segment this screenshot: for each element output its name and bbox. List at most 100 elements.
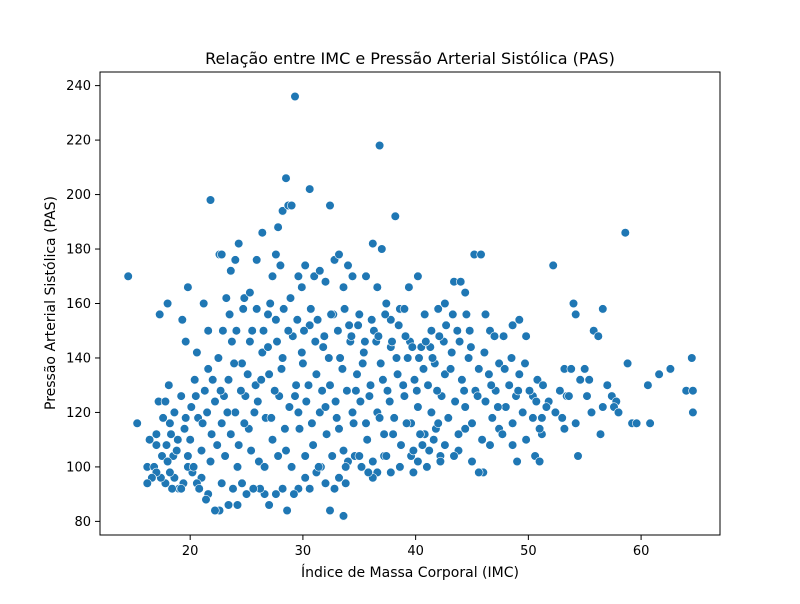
data-point <box>381 298 391 309</box>
data-point <box>353 320 363 330</box>
data-point <box>257 228 267 238</box>
data-point <box>173 435 183 445</box>
data-point <box>282 505 292 516</box>
data-point <box>151 440 161 450</box>
data-point <box>550 407 561 418</box>
data-point <box>176 391 186 401</box>
data-point <box>331 396 341 407</box>
data-point <box>443 413 453 423</box>
data-point <box>382 386 393 396</box>
data-point <box>494 358 504 369</box>
data-point <box>575 375 585 385</box>
data-point <box>123 271 133 281</box>
data-point <box>422 462 432 472</box>
data-point <box>499 331 509 341</box>
data-point <box>377 244 387 254</box>
data-point <box>531 396 541 407</box>
data-point <box>333 326 343 336</box>
data-point <box>408 467 419 478</box>
data-point <box>196 446 207 456</box>
data-point <box>167 484 177 494</box>
data-point <box>379 429 389 439</box>
data-point <box>163 456 173 467</box>
data-point <box>305 320 315 330</box>
data-point <box>271 249 281 260</box>
data-point <box>300 451 310 461</box>
data-point <box>507 418 518 428</box>
data-point <box>342 386 352 396</box>
data-point <box>564 391 574 401</box>
y-tick-label: 160 <box>66 297 91 312</box>
data-point <box>256 375 266 385</box>
data-point <box>435 456 446 467</box>
data-point <box>245 337 255 347</box>
data-point <box>325 380 335 390</box>
data-point <box>287 462 297 472</box>
data-point <box>557 413 567 423</box>
data-point <box>440 369 450 379</box>
data-point <box>226 266 236 276</box>
data-point <box>363 467 373 478</box>
data-point <box>199 298 209 309</box>
data-point <box>232 500 243 510</box>
data-point <box>324 353 334 363</box>
data-point <box>237 478 247 488</box>
data-point <box>423 380 433 390</box>
data-point <box>688 386 698 396</box>
data-point <box>239 418 249 428</box>
data-point <box>164 380 174 390</box>
data-point <box>293 271 304 281</box>
data-point <box>349 418 359 428</box>
data-point <box>457 375 467 385</box>
data-point <box>300 260 310 271</box>
data-point <box>181 337 191 347</box>
data-point <box>408 446 419 456</box>
data-point <box>484 369 494 379</box>
data-point <box>309 271 319 281</box>
data-point <box>249 407 259 418</box>
data-point <box>456 277 466 287</box>
data-point <box>427 353 438 363</box>
data-point <box>279 304 289 314</box>
data-point <box>226 429 236 439</box>
data-point <box>132 418 142 428</box>
data-point <box>231 326 241 336</box>
data-point <box>487 413 497 423</box>
data-point <box>346 331 357 341</box>
data-point <box>386 467 396 478</box>
data-point <box>205 195 216 205</box>
data-point <box>409 375 420 385</box>
data-point <box>395 462 405 472</box>
data-point <box>341 462 351 472</box>
data-point <box>287 200 297 211</box>
data-point <box>559 424 570 434</box>
data-point <box>391 353 402 363</box>
data-point <box>243 369 253 379</box>
data-point <box>524 386 535 396</box>
data-point <box>645 418 655 428</box>
data-point <box>163 298 173 309</box>
data-point <box>271 489 281 499</box>
data-point <box>183 282 193 292</box>
data-point <box>234 440 244 450</box>
data-point <box>399 391 410 401</box>
data-point <box>166 429 176 439</box>
data-point <box>347 407 358 418</box>
data-point <box>433 304 443 314</box>
data-point <box>317 386 327 396</box>
data-point <box>352 369 362 379</box>
data-point <box>241 489 252 499</box>
data-point <box>354 451 364 461</box>
data-point <box>223 375 234 385</box>
data-point <box>473 391 483 401</box>
data-point <box>334 249 344 260</box>
data-point <box>216 386 226 396</box>
data-point <box>201 495 211 505</box>
data-point <box>329 484 340 494</box>
data-point <box>504 380 514 390</box>
data-point <box>613 407 624 418</box>
data-point <box>191 391 201 401</box>
y-tick-label: 80 <box>74 515 91 530</box>
data-point <box>359 347 369 358</box>
